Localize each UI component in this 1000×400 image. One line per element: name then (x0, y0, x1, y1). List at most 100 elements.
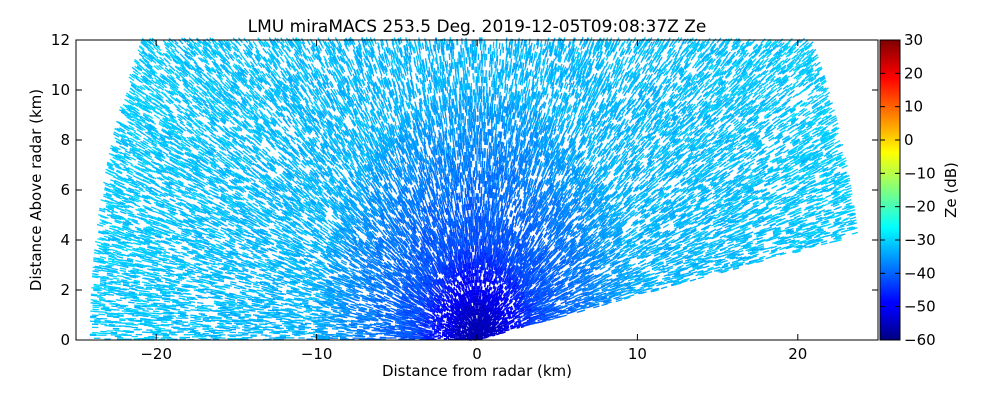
reflectivity-pixel (513, 302, 517, 307)
reflectivity-pixel (488, 292, 491, 297)
reflectivity-pixel (451, 296, 455, 301)
reflectivity-pixel (496, 281, 499, 285)
reflectivity-pixel (468, 255, 471, 263)
reflectivity-pixel (454, 332, 458, 336)
reflectivity-pixel (487, 292, 490, 296)
reflectivity-pixel (490, 231, 493, 238)
reflectivity-pixel (517, 319, 522, 323)
reflectivity-pixel (488, 300, 492, 305)
reflectivity-pixel (512, 326, 516, 330)
reflectivity-pixel (481, 320, 485, 325)
reflectivity-pixel (494, 166, 497, 173)
reflectivity-pixel (507, 281, 512, 288)
reflectivity-pixel (493, 205, 497, 213)
reflectivity-pixel (468, 321, 472, 326)
reflectivity-pixel (489, 276, 493, 280)
reflectivity-pixel (432, 312, 436, 316)
reflectivity-pixel (434, 303, 439, 307)
reflectivity-pixel (451, 175, 454, 182)
reflectivity-pixel (514, 300, 518, 304)
reflectivity-pixel (450, 290, 454, 294)
reflectivity-pixel (461, 309, 465, 314)
reflectivity-pixel (457, 305, 461, 309)
reflectivity-pixel (447, 284, 451, 289)
reflectivity-pixel (468, 325, 472, 330)
reflectivity-pixel (464, 296, 467, 300)
reflectivity-pixel (436, 327, 440, 330)
reflectivity-pixel (486, 305, 489, 310)
reflectivity-pixel (484, 287, 487, 291)
reflectivity-pixel (467, 290, 470, 295)
reflectivity-pixel (505, 326, 510, 330)
reflectivity-pixel (465, 204, 468, 211)
reflectivity-pixel (512, 315, 516, 319)
reflectivity-pixel (496, 310, 500, 314)
reflectivity-pixel (481, 299, 484, 304)
reflectivity-pixel (444, 324, 449, 328)
reflectivity-pixel (470, 309, 473, 314)
reflectivity-pixel (444, 294, 448, 298)
reflectivity-pixel (495, 299, 499, 304)
reflectivity-pixel (487, 278, 490, 283)
reflectivity-pixel (459, 274, 462, 278)
reflectivity-pixel (463, 292, 466, 297)
reflectivity-pixel (493, 321, 497, 325)
reflectivity-pixel (432, 320, 437, 323)
reflectivity-pixel (462, 311, 466, 316)
reflectivity-pixel (458, 282, 461, 286)
reflectivity-pixel (488, 308, 492, 312)
reflectivity-pixel (439, 292, 444, 296)
reflectivity-pixel (436, 320, 441, 324)
reflectivity-pixel (516, 306, 521, 310)
reflectivity-pixel (500, 289, 504, 294)
reflectivity-pixel (481, 313, 484, 317)
reflectivity-pixel (502, 302, 507, 307)
reflectivity-pixel (490, 314, 494, 318)
reflectivity-pixel (482, 306, 485, 311)
reflectivity-pixel (498, 290, 501, 295)
reflectivity-pixel (501, 311, 506, 315)
reflectivity-pixel (486, 190, 489, 198)
reflectivity-pixel (460, 192, 463, 199)
reflectivity-pixel (483, 310, 486, 315)
reflectivity-pixel (442, 303, 446, 307)
reflectivity-pixel (497, 302, 501, 306)
reflectivity-pixel (488, 304, 492, 308)
reflectivity-pixel (471, 306, 474, 310)
reflectivity-pixel (489, 301, 493, 305)
reflectivity-pixel (468, 293, 471, 298)
reflectivity-pixel (508, 298, 513, 303)
reflectivity-pixel (497, 307, 501, 311)
reflectivity-pixel (464, 318, 468, 323)
reflectivity-pixel (437, 328, 442, 332)
reflectivity-pixel (483, 290, 486, 295)
reflectivity-pixel (492, 318, 496, 323)
reflectivity-pixel (467, 318, 471, 322)
reflectivity-pixel (465, 285, 468, 289)
reflectivity-pixel (467, 304, 470, 309)
reflectivity-pixel (460, 295, 464, 299)
reflectivity-pixel (480, 323, 483, 327)
reflectivity-pixel (489, 272, 492, 277)
reflectivity-pixel (492, 296, 496, 301)
reflectivity-pixel (436, 322, 441, 326)
reflectivity-pixel (487, 184, 490, 191)
reflectivity-pixel (461, 204, 464, 212)
reflectivity-pixel (497, 278, 501, 283)
reflectivity-pixel (483, 300, 486, 304)
reflectivity-pixel (466, 259, 469, 267)
reflectivity-pixel (448, 334, 452, 337)
reflectivity-pixel (484, 315, 488, 320)
reflectivity-pixel (467, 307, 470, 312)
reflectivity-pixel (484, 294, 487, 298)
reflectivity-pixel (462, 272, 465, 277)
reflectivity-pixel (479, 319, 482, 323)
reflectivity-pixel (465, 313, 469, 317)
reflectivity-pixel (491, 295, 495, 300)
reflectivity-pixel (453, 282, 456, 287)
reflectivity-pixel (495, 303, 499, 308)
reflectivity-pixel (483, 314, 486, 319)
reflectivity-pixel (485, 332, 489, 336)
reflectivity-pixel (508, 291, 512, 296)
reflectivity-pixel (458, 300, 462, 304)
